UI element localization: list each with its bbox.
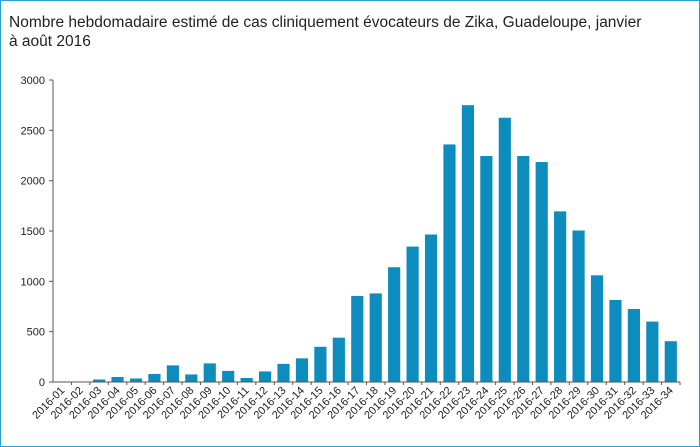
bar — [480, 156, 493, 382]
y-tick-label: 3000 — [21, 75, 45, 87]
bar — [277, 363, 290, 382]
bar — [627, 309, 640, 382]
bar — [535, 162, 548, 382]
bar — [332, 337, 345, 382]
bar — [240, 377, 253, 382]
chart-title: Nombre hebdomadaire estimé de cas cliniq… — [9, 14, 642, 50]
y-axis: 0 500 1000 1500 2000 2500 3000 — [21, 75, 54, 389]
bar — [258, 371, 272, 382]
bar — [129, 378, 143, 382]
bar — [388, 267, 401, 382]
bar — [572, 230, 585, 382]
bar — [222, 370, 235, 382]
bar — [590, 275, 604, 382]
bar — [646, 321, 659, 382]
bar — [93, 379, 106, 382]
bar — [369, 293, 382, 382]
bar — [314, 346, 327, 382]
y-tick-label: 1000 — [21, 276, 45, 288]
bars — [93, 105, 677, 383]
y-tick-label: 0 — [39, 377, 45, 389]
x-axis: 2016-012016-022016-032016-042016-052016-… — [30, 381, 681, 422]
bar — [554, 211, 567, 382]
bar — [664, 341, 677, 382]
y-tick-label: 2000 — [21, 176, 45, 188]
bar — [406, 246, 419, 382]
bar — [461, 105, 475, 383]
bar — [498, 117, 511, 382]
bar — [351, 295, 364, 382]
bar — [517, 156, 530, 382]
bar — [424, 234, 438, 382]
bar — [609, 299, 622, 382]
y-tick-label: 500 — [27, 327, 45, 339]
bar — [111, 376, 124, 382]
bar — [185, 374, 198, 382]
bar — [443, 144, 456, 382]
y-tick-label: 2500 — [21, 125, 45, 137]
bar — [203, 363, 216, 382]
y-tick-label: 1500 — [21, 226, 45, 238]
bar — [148, 373, 161, 382]
bar — [166, 365, 179, 382]
bar — [295, 358, 309, 382]
